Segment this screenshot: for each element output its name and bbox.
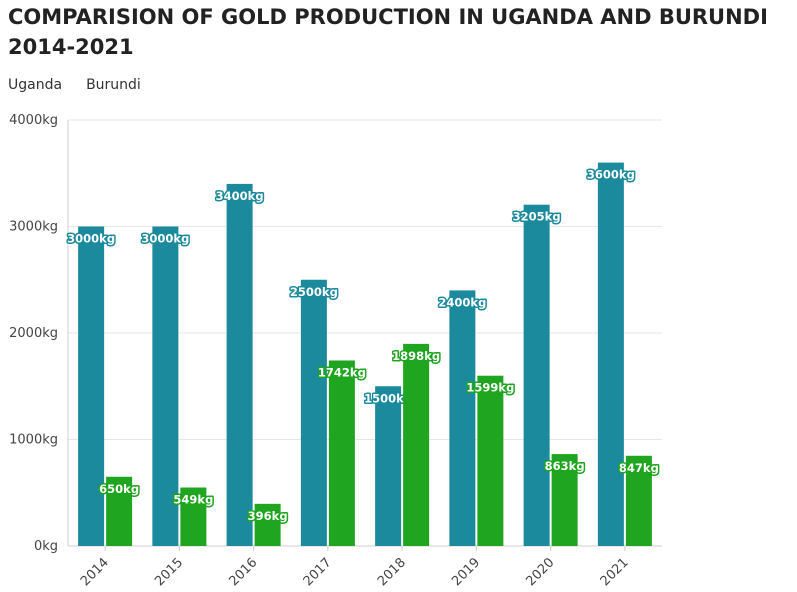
legend-item-uganda[interactable]: Uganda <box>8 74 62 96</box>
bar-uganda[interactable] <box>597 162 624 546</box>
data-label-burundi: 863kg <box>545 459 585 473</box>
bar-burundi[interactable] <box>180 487 207 546</box>
bar-uganda[interactable] <box>300 279 327 546</box>
bar-uganda[interactable] <box>152 226 179 547</box>
data-label-uganda: 3000kg <box>67 232 115 246</box>
legend-label-burundi: Burundi <box>86 77 141 93</box>
data-label-uganda: 1500kg <box>364 391 412 405</box>
data-label-burundi: 396kg <box>248 509 288 523</box>
legend: Uganda Burundi <box>8 74 141 96</box>
bar-uganda[interactable] <box>449 290 476 546</box>
data-label-uganda: 3205kg <box>513 210 561 224</box>
data-label-burundi: 1742kg <box>318 365 366 379</box>
x-tick-label: 2017 <box>301 555 335 589</box>
bar-burundi[interactable] <box>106 476 133 546</box>
bar-burundi[interactable] <box>254 503 281 546</box>
y-tick-label: 3000kg <box>9 220 58 235</box>
data-label-uganda: 3400kg <box>216 189 264 203</box>
y-tick-label: 2000kg <box>9 326 58 341</box>
x-tick-label: 2018 <box>375 555 409 589</box>
y-tick-label: 0kg <box>34 539 58 554</box>
x-tick-label: 2019 <box>449 555 483 589</box>
data-label-burundi: 1898kg <box>392 349 440 363</box>
chart-title: COMPARISION OF GOLD PRODUCTION IN UGANDA… <box>8 5 768 59</box>
x-tick-label: 2016 <box>226 555 260 589</box>
data-label-burundi: 650kg <box>99 482 139 496</box>
x-tick-label: 2021 <box>598 555 632 589</box>
x-tick-label: 2020 <box>523 555 557 589</box>
data-label-uganda: 3000kg <box>141 232 189 246</box>
bar-burundi[interactable] <box>328 360 355 546</box>
x-tick-label: 2015 <box>152 555 186 589</box>
data-label-burundi: 1599kg <box>466 381 514 395</box>
bar-burundi[interactable] <box>625 455 652 546</box>
bar-burundi[interactable] <box>551 454 578 546</box>
y-tick-label: 4000kg <box>9 113 58 128</box>
data-label-uganda: 3600kg <box>587 168 635 182</box>
legend-label-uganda: Uganda <box>8 77 63 93</box>
data-label-uganda: 2400kg <box>438 295 486 309</box>
bar-burundi[interactable] <box>477 375 504 546</box>
data-label-burundi: 549kg <box>173 493 213 507</box>
bar-uganda[interactable] <box>375 386 402 546</box>
bar-uganda[interactable] <box>78 226 105 547</box>
data-label-burundi: 847kg <box>619 461 659 475</box>
bar-uganda[interactable] <box>226 183 253 546</box>
legend-item-burundi[interactable]: Burundi <box>86 74 141 96</box>
x-tick-label: 2014 <box>78 555 112 589</box>
bar-burundi[interactable] <box>403 343 430 546</box>
y-tick-label: 1000kg <box>9 433 58 448</box>
bar-uganda[interactable] <box>523 204 550 547</box>
data-label-uganda: 2500kg <box>290 285 338 299</box>
